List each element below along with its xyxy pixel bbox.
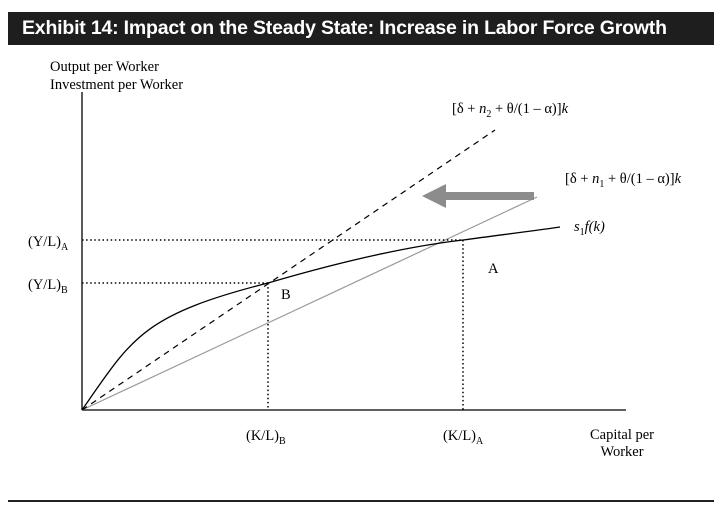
x-axis-label-line2: Worker — [600, 444, 643, 460]
production-curve — [81, 226, 561, 411]
n1-line-label: [δ + n1 + θ/(1 – α)]k — [565, 171, 682, 190]
ka-tick-label: (K/L)A — [443, 428, 484, 447]
shift-arrow-shaft — [444, 192, 534, 200]
y-axis-label-line1: Output per Worker — [50, 59, 159, 75]
footer-rule — [8, 500, 714, 502]
n2-investment-line — [81, 129, 496, 411]
point-a-label: A — [488, 261, 499, 277]
n2-line-label: [δ + n2 + θ/(1 – α)]k — [452, 101, 569, 120]
x-axis-label-line1: Capital per — [590, 427, 654, 443]
y-axis-label-line2: Investment per Worker — [50, 77, 183, 93]
yb-tick-label: (Y/L)B — [28, 277, 68, 296]
production-curve-label: s1f(k) — [574, 219, 605, 238]
shift-arrow-head — [422, 184, 446, 208]
ya-tick-label: (Y/L)A — [28, 234, 69, 253]
kb-tick-label: (K/L)B — [246, 428, 286, 447]
point-b-label: B — [281, 287, 291, 303]
n1-investment-line — [81, 196, 538, 411]
exhibit-title: Exhibit 14: Impact on the Steady State: … — [8, 12, 714, 45]
